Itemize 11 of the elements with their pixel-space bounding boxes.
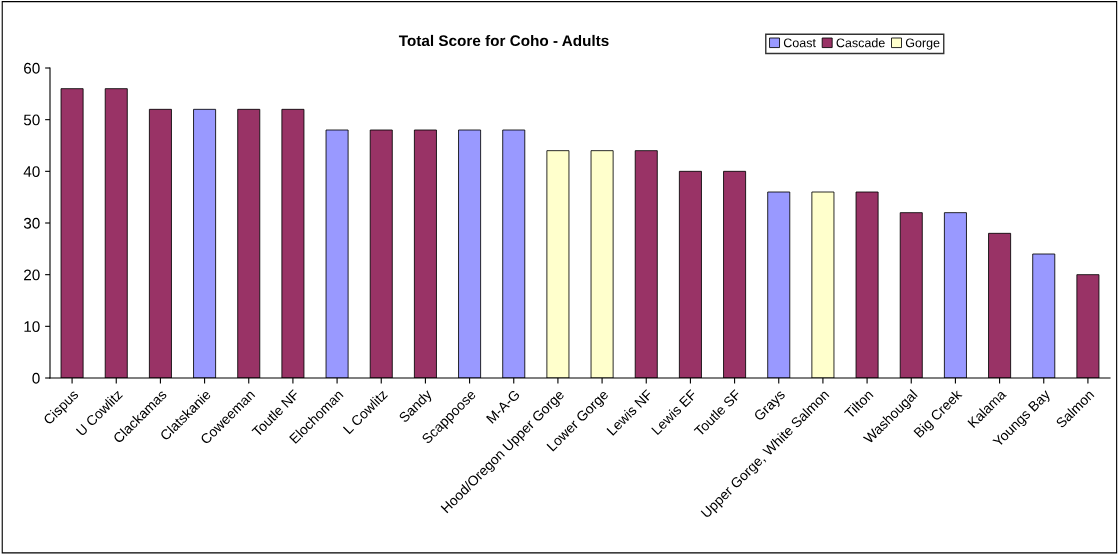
y-tick-label: 30	[23, 217, 40, 229]
y-tick-label: 40	[23, 166, 40, 178]
y-tick-label: 20	[24, 269, 40, 281]
y-tick-label: 60	[24, 62, 40, 74]
y-tick-label: 0	[32, 372, 40, 384]
legend-label: Gorge	[905, 38, 940, 50]
y-tick-label: 50	[23, 114, 40, 126]
legend-label: Cascade	[836, 38, 885, 48]
y-tick-label: 10	[24, 321, 40, 333]
chart-title: Total Score for Coho - Adults	[398, 34, 609, 47]
legend-label: Coast	[783, 38, 816, 48]
